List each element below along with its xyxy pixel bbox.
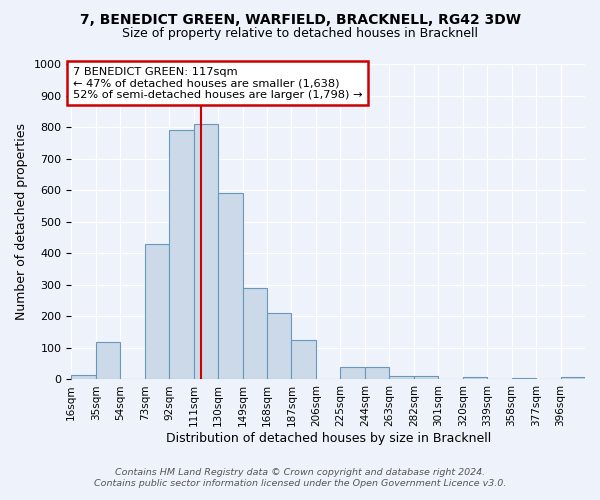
Bar bbox=[242, 288, 267, 380]
Bar bbox=[365, 367, 389, 380]
Bar bbox=[96, 342, 120, 380]
Bar bbox=[340, 367, 365, 380]
Y-axis label: Number of detached properties: Number of detached properties bbox=[15, 123, 28, 320]
Text: Contains HM Land Registry data © Crown copyright and database right 2024.
Contai: Contains HM Land Registry data © Crown c… bbox=[94, 468, 506, 487]
X-axis label: Distribution of detached houses by size in Bracknell: Distribution of detached houses by size … bbox=[166, 432, 491, 445]
Bar bbox=[169, 130, 194, 380]
Bar bbox=[71, 374, 96, 380]
Bar bbox=[414, 376, 438, 380]
Bar bbox=[292, 340, 316, 380]
Bar bbox=[560, 377, 585, 380]
Text: 7, BENEDICT GREEN, WARFIELD, BRACKNELL, RG42 3DW: 7, BENEDICT GREEN, WARFIELD, BRACKNELL, … bbox=[79, 12, 521, 26]
Bar bbox=[463, 377, 487, 380]
Bar bbox=[194, 124, 218, 380]
Bar bbox=[218, 194, 242, 380]
Bar bbox=[267, 313, 292, 380]
Bar bbox=[145, 244, 169, 380]
Bar bbox=[512, 378, 536, 380]
Text: Size of property relative to detached houses in Bracknell: Size of property relative to detached ho… bbox=[122, 28, 478, 40]
Bar bbox=[389, 376, 414, 380]
Text: 7 BENEDICT GREEN: 117sqm
← 47% of detached houses are smaller (1,638)
52% of sem: 7 BENEDICT GREEN: 117sqm ← 47% of detach… bbox=[73, 66, 362, 100]
